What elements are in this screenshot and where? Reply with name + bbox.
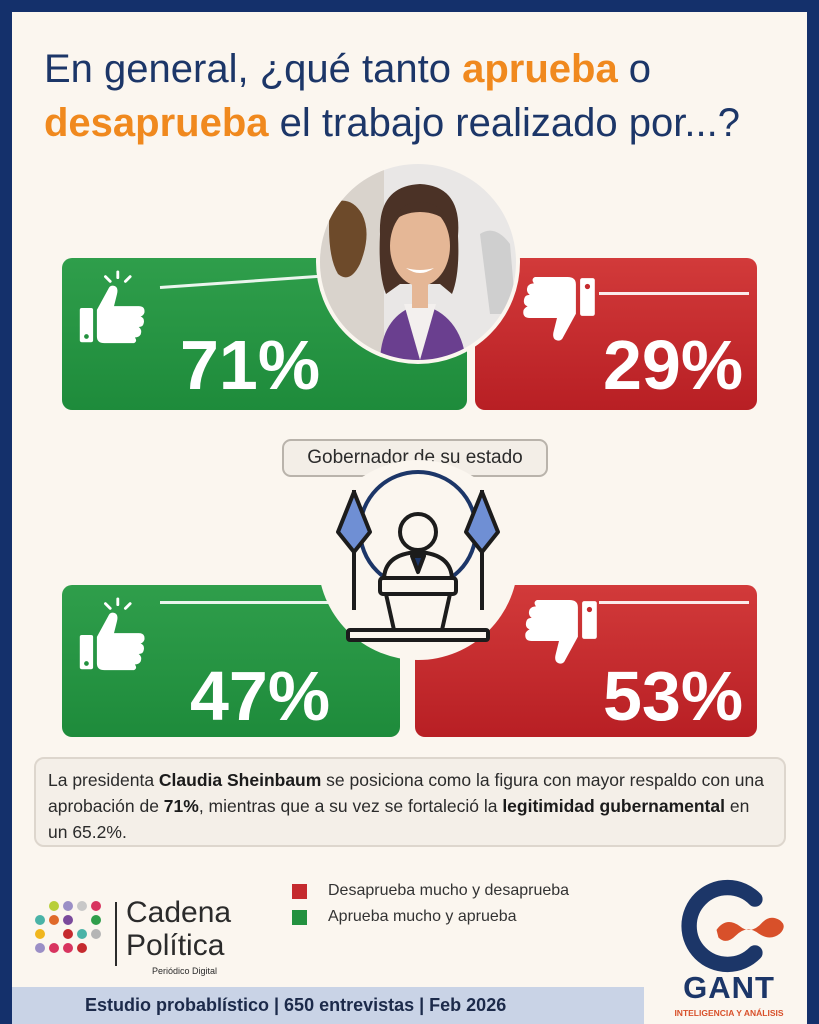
portrait-illustration: [320, 164, 516, 360]
title-highlight-aprueba: aprueba: [462, 47, 618, 91]
card-accent-line: [599, 601, 749, 604]
summary-text: , mientras que a su vez se fortaleció la: [198, 796, 503, 816]
summary-bold-percent: 71%: [163, 796, 199, 816]
card-accent-line: [160, 601, 330, 604]
logo-divider: [115, 902, 117, 966]
title-highlight-desaprueba: desaprueba: [44, 101, 269, 145]
gant-logo: GANT INTELIGENCIA Y ANÁLISIS: [664, 878, 794, 1024]
summary-text: en un 65.2%.: [48, 796, 750, 842]
thumbs-down-icon: [525, 600, 597, 664]
disapprove-card-1: 29%: [475, 258, 757, 410]
page-title: En general, ¿qué tanto aprueba o desapru…: [44, 42, 774, 150]
approve-value-label: 47%: [190, 657, 331, 735]
brand-name: Cadena Política: [126, 896, 231, 962]
brand-tagline: Periódico Digital: [152, 966, 218, 976]
thumbs-up-icon: [79, 270, 145, 344]
summary-bold-legitimacy: legitimidad gubernamental: [502, 796, 725, 816]
summary-text: se posiciona como la figura con mayor re…: [48, 770, 764, 816]
podium-speaker-icon: [336, 470, 500, 642]
legend-swatch-red: [292, 884, 307, 899]
legend-label: Aprueba mucho y aprueba: [328, 908, 517, 925]
title-part3: el trabajo realizado por...?: [268, 101, 740, 145]
legend-label: Desaprueba mucho y desaprueba: [328, 882, 570, 899]
summary-text: La presidenta: [48, 770, 159, 790]
dots-logo-icon: [35, 901, 101, 953]
title-part1: En general, ¿qué tanto: [44, 47, 463, 91]
summary-box: La presidenta Claudia Sheinbaum se posic…: [34, 757, 786, 847]
disapprove-value-label: 29%: [603, 326, 744, 404]
thumbs-up-icon: [79, 597, 145, 671]
disapprove-card-2: 53%: [415, 585, 757, 737]
portrait-photo: [316, 160, 520, 364]
brand-line-2: Política: [126, 929, 225, 962]
summary-bold-name: Claudia Sheinbaum: [158, 770, 322, 790]
disapprove-value-label: 53%: [603, 657, 744, 735]
gant-name: GANT: [683, 970, 775, 1005]
brand-line-1: Cadena: [126, 896, 232, 929]
approve-value-label: 71%: [180, 326, 321, 404]
cadena-politica-logo: Cadena Política Periódico Digital: [22, 892, 262, 976]
infographic: En general, ¿qué tanto aprueba o desapru…: [12, 12, 807, 1024]
footer-bar: Estudio probablístico | 650 entrevistas …: [12, 987, 644, 1024]
gant-tagline: INTELIGENCIA Y ANÁLISIS: [674, 1008, 784, 1018]
thumbs-down-icon: [523, 277, 595, 341]
card-accent-line: [599, 292, 749, 295]
legend-swatch-green: [292, 910, 307, 925]
gant-mark-icon: [681, 879, 784, 973]
podium-circle: [318, 460, 518, 660]
title-part2: o: [617, 47, 652, 91]
